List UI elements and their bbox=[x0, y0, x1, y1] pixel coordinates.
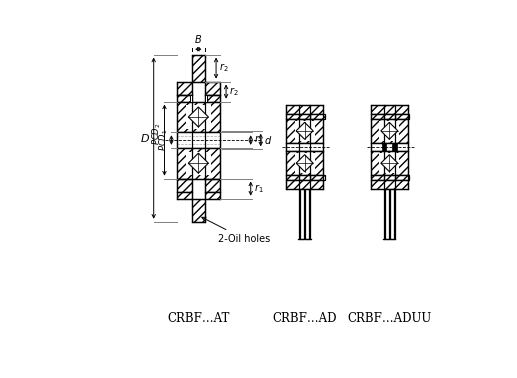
Bar bbox=[371, 180, 408, 189]
Text: $d$: $d$ bbox=[264, 134, 272, 146]
Bar bbox=[286, 143, 323, 151]
Bar bbox=[177, 132, 220, 148]
Polygon shape bbox=[381, 122, 398, 139]
Text: $r_1$: $r_1$ bbox=[254, 182, 264, 195]
Text: $r_2$: $r_2$ bbox=[219, 62, 229, 74]
Bar bbox=[371, 105, 408, 114]
Polygon shape bbox=[383, 143, 386, 151]
Text: $r_1$: $r_1$ bbox=[254, 134, 264, 146]
Bar bbox=[295, 153, 315, 173]
Bar bbox=[384, 114, 394, 119]
Bar bbox=[392, 143, 397, 151]
Bar bbox=[286, 119, 323, 143]
Bar bbox=[394, 175, 409, 180]
Bar bbox=[286, 105, 323, 114]
Bar bbox=[310, 175, 325, 180]
Bar bbox=[186, 105, 211, 129]
Polygon shape bbox=[188, 107, 208, 127]
Bar bbox=[205, 178, 220, 192]
Bar bbox=[205, 82, 220, 95]
Bar bbox=[371, 114, 386, 119]
Bar bbox=[379, 121, 399, 141]
Bar bbox=[390, 189, 394, 239]
Text: CRBF…AD: CRBF…AD bbox=[272, 312, 337, 325]
Bar bbox=[177, 192, 192, 198]
Bar bbox=[190, 95, 192, 102]
Bar bbox=[205, 192, 220, 198]
Text: $B$: $B$ bbox=[194, 33, 202, 45]
Text: 2-Oil holes: 2-Oil holes bbox=[202, 217, 270, 244]
Bar bbox=[286, 180, 323, 189]
Bar bbox=[299, 114, 310, 119]
Bar bbox=[394, 114, 409, 119]
Polygon shape bbox=[296, 122, 313, 139]
Bar bbox=[295, 121, 315, 141]
Bar bbox=[306, 189, 309, 239]
Bar bbox=[385, 189, 389, 239]
Bar bbox=[192, 54, 205, 82]
Bar bbox=[177, 102, 220, 132]
Text: $PCD_1$: $PCD_1$ bbox=[157, 129, 170, 151]
Text: $PCD_2$: $PCD_2$ bbox=[150, 122, 163, 145]
Bar bbox=[384, 175, 394, 180]
Bar bbox=[186, 152, 211, 175]
Text: CRBF…AT: CRBF…AT bbox=[167, 312, 230, 325]
Bar bbox=[177, 178, 192, 192]
Bar bbox=[177, 95, 192, 102]
Bar bbox=[371, 151, 408, 175]
Bar bbox=[300, 189, 304, 239]
Bar bbox=[177, 148, 220, 178]
Bar bbox=[379, 153, 399, 173]
Text: $r_2$: $r_2$ bbox=[229, 85, 239, 98]
Bar bbox=[286, 175, 301, 180]
Text: $D$: $D$ bbox=[140, 132, 150, 144]
Bar bbox=[192, 198, 205, 222]
Bar bbox=[310, 114, 325, 119]
Bar bbox=[382, 143, 386, 151]
Bar bbox=[299, 175, 310, 180]
Bar bbox=[371, 143, 408, 151]
Bar bbox=[371, 175, 386, 180]
Bar bbox=[177, 82, 192, 95]
Bar bbox=[205, 95, 220, 102]
Bar bbox=[286, 114, 301, 119]
Bar bbox=[371, 119, 408, 143]
Text: CRBF…ADUU: CRBF…ADUU bbox=[347, 312, 432, 325]
Polygon shape bbox=[296, 155, 313, 172]
Polygon shape bbox=[381, 155, 398, 172]
Bar bbox=[286, 151, 323, 175]
Bar bbox=[205, 95, 207, 102]
Polygon shape bbox=[188, 153, 208, 173]
